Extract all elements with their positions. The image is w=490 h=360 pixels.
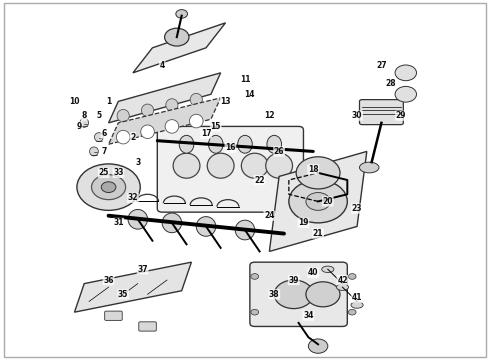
Polygon shape xyxy=(74,262,192,312)
Ellipse shape xyxy=(142,104,154,117)
Text: 3: 3 xyxy=(135,158,141,167)
Text: 36: 36 xyxy=(103,275,114,284)
Text: 12: 12 xyxy=(264,111,274,120)
Text: 28: 28 xyxy=(386,79,396,88)
Text: 41: 41 xyxy=(352,293,362,302)
Text: 34: 34 xyxy=(303,311,314,320)
FancyBboxPatch shape xyxy=(139,322,156,331)
FancyBboxPatch shape xyxy=(360,100,403,125)
Circle shape xyxy=(306,193,330,210)
Polygon shape xyxy=(109,98,220,144)
Circle shape xyxy=(251,309,259,315)
Text: 23: 23 xyxy=(352,204,362,213)
Ellipse shape xyxy=(90,147,98,156)
FancyBboxPatch shape xyxy=(157,126,303,212)
Ellipse shape xyxy=(128,210,147,229)
Circle shape xyxy=(251,274,259,279)
Text: 8: 8 xyxy=(81,111,87,120)
Text: 11: 11 xyxy=(240,76,250,85)
Circle shape xyxy=(165,28,189,46)
Text: 39: 39 xyxy=(289,275,299,284)
Ellipse shape xyxy=(179,135,194,153)
Ellipse shape xyxy=(322,266,334,273)
Text: 42: 42 xyxy=(337,275,348,284)
FancyBboxPatch shape xyxy=(250,262,347,327)
Text: 4: 4 xyxy=(160,61,165,70)
Text: 7: 7 xyxy=(101,147,106,156)
Text: 21: 21 xyxy=(313,229,323,238)
Text: 26: 26 xyxy=(274,147,284,156)
Ellipse shape xyxy=(267,135,282,153)
Ellipse shape xyxy=(235,220,255,240)
Circle shape xyxy=(176,10,188,18)
Text: 40: 40 xyxy=(308,268,319,277)
Text: 35: 35 xyxy=(118,290,128,299)
Text: 31: 31 xyxy=(113,219,123,228)
FancyBboxPatch shape xyxy=(105,311,122,320)
Ellipse shape xyxy=(208,135,223,153)
Ellipse shape xyxy=(266,153,293,178)
Text: 1: 1 xyxy=(106,97,111,106)
Text: 27: 27 xyxy=(376,61,387,70)
Text: 20: 20 xyxy=(322,197,333,206)
Circle shape xyxy=(92,175,125,200)
Circle shape xyxy=(77,164,140,210)
Text: 37: 37 xyxy=(137,265,148,274)
Text: 32: 32 xyxy=(128,193,138,202)
Circle shape xyxy=(101,182,116,193)
Text: 15: 15 xyxy=(211,122,221,131)
Ellipse shape xyxy=(116,130,130,144)
Circle shape xyxy=(348,274,356,279)
Text: 38: 38 xyxy=(269,290,280,299)
Ellipse shape xyxy=(141,125,154,139)
Text: 19: 19 xyxy=(298,219,309,228)
Ellipse shape xyxy=(196,217,216,236)
Ellipse shape xyxy=(80,118,89,127)
Ellipse shape xyxy=(336,284,348,291)
Ellipse shape xyxy=(165,120,179,133)
Ellipse shape xyxy=(190,93,202,106)
Text: 30: 30 xyxy=(352,111,362,120)
Text: 25: 25 xyxy=(98,168,109,177)
Text: 16: 16 xyxy=(225,143,236,152)
Ellipse shape xyxy=(242,153,268,178)
Ellipse shape xyxy=(117,109,129,122)
Ellipse shape xyxy=(95,133,103,141)
Ellipse shape xyxy=(351,302,363,308)
Text: 14: 14 xyxy=(245,90,255,99)
Text: 29: 29 xyxy=(395,111,406,120)
Circle shape xyxy=(348,309,356,315)
Text: 22: 22 xyxy=(254,176,265,185)
Text: 6: 6 xyxy=(101,129,106,138)
Ellipse shape xyxy=(360,162,379,173)
Circle shape xyxy=(395,65,416,81)
Text: 18: 18 xyxy=(308,165,319,174)
Circle shape xyxy=(274,280,313,309)
Ellipse shape xyxy=(162,213,182,233)
Polygon shape xyxy=(270,152,367,251)
Text: 24: 24 xyxy=(264,211,274,220)
Circle shape xyxy=(289,180,347,223)
Circle shape xyxy=(296,157,340,189)
Circle shape xyxy=(308,339,328,353)
Text: 5: 5 xyxy=(96,111,101,120)
Text: 17: 17 xyxy=(201,129,211,138)
Text: 13: 13 xyxy=(220,97,231,106)
Text: 9: 9 xyxy=(77,122,82,131)
Ellipse shape xyxy=(173,153,200,178)
Polygon shape xyxy=(133,23,225,73)
Ellipse shape xyxy=(207,153,234,178)
Text: 2: 2 xyxy=(130,132,136,141)
Text: 33: 33 xyxy=(113,168,123,177)
Polygon shape xyxy=(109,73,220,123)
Ellipse shape xyxy=(190,114,203,128)
Text: 10: 10 xyxy=(69,97,80,106)
Ellipse shape xyxy=(166,99,178,111)
Circle shape xyxy=(395,86,416,102)
Circle shape xyxy=(306,282,340,307)
Ellipse shape xyxy=(238,135,252,153)
